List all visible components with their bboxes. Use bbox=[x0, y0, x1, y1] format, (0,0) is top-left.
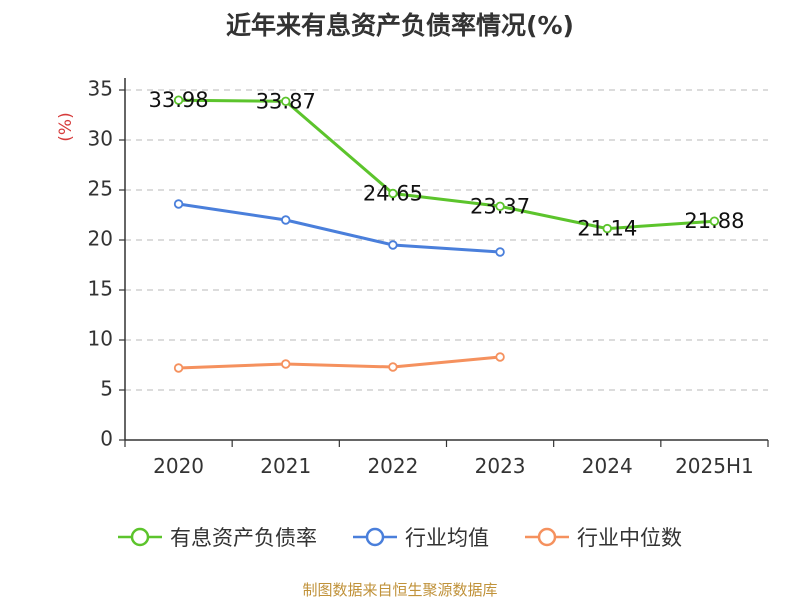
data-point bbox=[709, 216, 720, 226]
x-tick-label: 2021 bbox=[260, 454, 311, 478]
data-point bbox=[173, 199, 184, 209]
x-tick-label: 2024 bbox=[582, 454, 633, 478]
series-line-1 bbox=[178, 202, 501, 254]
legend-item-industry-median[interactable]: 行业中位数 bbox=[525, 522, 682, 552]
x-tick-label: 2025H1 bbox=[675, 454, 754, 478]
legend-swatch-orange bbox=[525, 527, 569, 547]
x-tick-label: 2020 bbox=[153, 454, 204, 478]
data-point bbox=[495, 247, 505, 257]
y-axis-label: (%) bbox=[56, 112, 76, 141]
y-tick-label: 35 bbox=[88, 77, 113, 101]
data-point bbox=[602, 223, 612, 234]
chart-title: 近年来有息资产负债率情况(%) bbox=[226, 11, 574, 40]
legend-label: 有息资产负债率 bbox=[170, 526, 317, 550]
data-label: 21.88 bbox=[684, 209, 744, 233]
data-point bbox=[388, 240, 398, 250]
legend-label: 行业均值 bbox=[405, 526, 489, 550]
y-tick-label: 25 bbox=[88, 177, 113, 201]
y-tick-label: 5 bbox=[100, 377, 113, 401]
data-point bbox=[281, 215, 291, 225]
legend-swatch-green bbox=[118, 527, 162, 547]
series-line-0 bbox=[178, 98, 715, 231]
series-line-2 bbox=[178, 355, 501, 370]
data-label: 33.98 bbox=[149, 88, 209, 112]
data-label: 33.87 bbox=[256, 89, 316, 113]
data-label: 23.37 bbox=[470, 194, 530, 218]
y-tick-label: 20 bbox=[88, 227, 113, 251]
data-labels: 33.98 33.87 24.65 23.37 21.14 21.88 bbox=[149, 88, 745, 240]
legend-item-industry-mean[interactable]: 行业均值 bbox=[353, 522, 489, 552]
gridlines bbox=[125, 89, 768, 391]
data-point bbox=[281, 96, 291, 106]
legend-item-interest-bearing-debt-ratio[interactable]: 有息资产负债率 bbox=[118, 522, 317, 552]
data-point bbox=[173, 363, 184, 373]
data-point bbox=[388, 188, 398, 199]
data-label: 21.14 bbox=[577, 217, 637, 241]
data-point bbox=[281, 359, 291, 369]
legend-swatch-blue bbox=[353, 527, 397, 547]
y-tick-label: 10 bbox=[88, 327, 113, 351]
legend: 有息资产负债率 行业均值 行业中位数 bbox=[0, 520, 800, 554]
data-label: 24.65 bbox=[363, 182, 423, 206]
data-point bbox=[495, 201, 505, 211]
legend-label: 行业中位数 bbox=[577, 526, 682, 550]
x-tick-label: 2023 bbox=[475, 454, 526, 478]
data-point bbox=[173, 95, 184, 105]
data-point bbox=[495, 352, 505, 362]
data-source-note: 制图数据来自恒生聚源数据库 bbox=[302, 581, 498, 599]
data-point bbox=[388, 362, 398, 372]
axes: 0 5 10 15 20 25 30 35 2020 2021 2022 2023 2024 2025H1 bbox=[88, 77, 769, 478]
x-tick-label: 2022 bbox=[367, 454, 418, 478]
series bbox=[173, 95, 720, 373]
y-tick-label: 0 bbox=[100, 427, 113, 451]
y-tick-label: 15 bbox=[88, 277, 113, 301]
y-tick-label: 30 bbox=[88, 127, 113, 151]
